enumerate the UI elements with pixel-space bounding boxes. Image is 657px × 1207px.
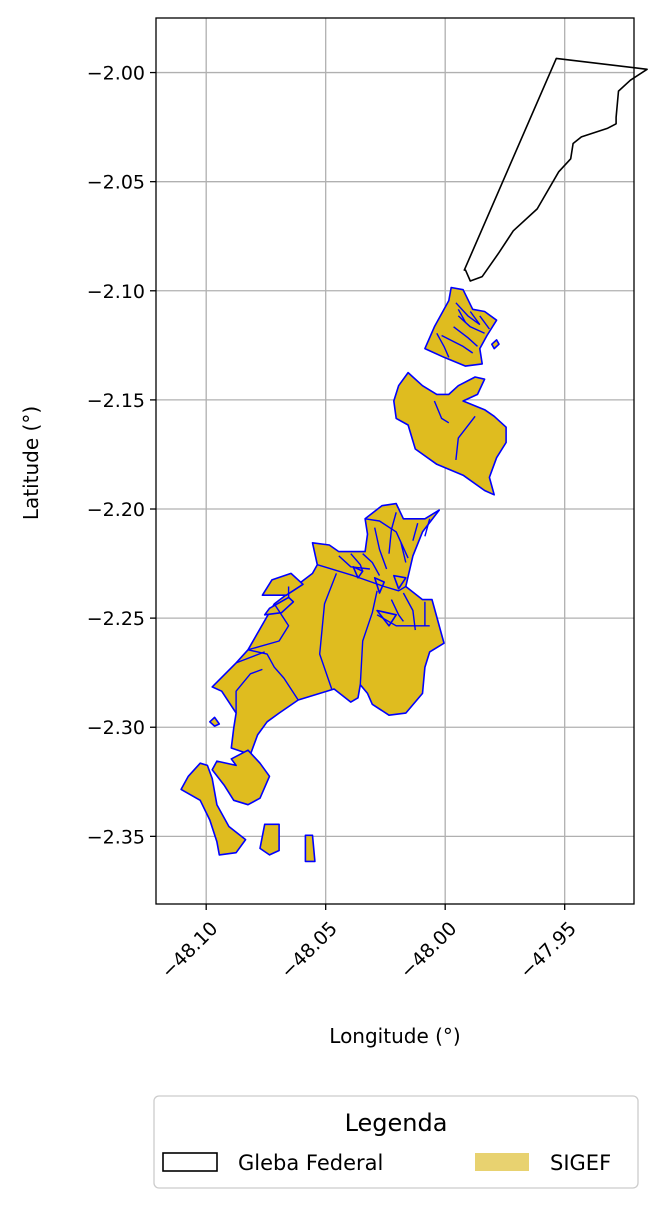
- legend-title: Legenda: [345, 1109, 448, 1137]
- sigef-boundary-29: [247, 603, 290, 651]
- sigef-boundary-2: [441, 334, 474, 354]
- sigef-boundary-27: [247, 649, 299, 701]
- y-tick-label-3: −2.15: [87, 390, 145, 412]
- sigef-parcel-0: [424, 286, 498, 367]
- sigef-boundary-15: [412, 523, 419, 541]
- sigef-parcel-5: [263, 596, 295, 616]
- y-tick-label-0: −2.00: [87, 63, 145, 85]
- y-tick-label-7: −2.35: [87, 826, 145, 848]
- sigef-parcel-2: [392, 371, 507, 496]
- y-tick-label-2: −2.10: [87, 281, 145, 303]
- sigef-boundary-24: [376, 614, 430, 627]
- sigef-boundary-8: [433, 400, 450, 424]
- legend-entry-gleba-federal: Gleba Federal: [238, 1151, 383, 1175]
- axes-frame: [155, 17, 635, 905]
- sigef-parcel-13: [352, 565, 364, 579]
- legend-entry-sigef: SIGEF: [550, 1151, 611, 1175]
- gleba-federal-outline-0: [463, 57, 648, 282]
- sigef-boundary-21: [359, 590, 378, 685]
- sigef-boundary-19: [338, 555, 370, 570]
- sigef-boundary-14: [400, 542, 407, 563]
- sigef-parcel-11: [392, 574, 407, 590]
- sigef-boundary-3: [455, 302, 481, 326]
- legend-swatch-sigef: [475, 1153, 529, 1171]
- sigef-boundary-7: [479, 315, 490, 330]
- sigef-boundary-9: [455, 415, 476, 460]
- sigef-boundary-17: [388, 512, 397, 554]
- sigef-boundary-18: [317, 564, 407, 592]
- sigef-boundary-5: [457, 308, 467, 323]
- sigef-boundary-23: [390, 599, 404, 622]
- sigef-parcel-9: [259, 823, 280, 856]
- sigef-parcel-7: [211, 749, 271, 806]
- sigef-parcel-4: [261, 572, 304, 597]
- sigef-boundary-12: [362, 553, 381, 576]
- sigef-boundary-22: [402, 592, 416, 631]
- sigef-boundary-4: [436, 332, 450, 358]
- legend: Legenda Gleba Federal SIGEF: [153, 1095, 639, 1189]
- sigef-boundary-1: [453, 326, 478, 347]
- y-tick-label-4: −2.20: [87, 499, 145, 521]
- x-axis-label: Longitude (°): [329, 1024, 460, 1048]
- sigef-boundary-20: [319, 573, 338, 690]
- legend-swatch-gleba-federal: [162, 1152, 218, 1172]
- sigef-parcel-8: [180, 762, 247, 856]
- sigef-parcel-10: [304, 834, 316, 863]
- sigef-parcel-6: [209, 716, 221, 727]
- sigef-boundary-26: [235, 651, 265, 664]
- y-tick-label-5: −2.25: [87, 608, 145, 630]
- y-tick-label-1: −2.05: [87, 172, 145, 194]
- y-tick-label-6: −2.30: [87, 717, 145, 739]
- sigef-boundary-11: [374, 527, 388, 570]
- sigef-boundary-6: [469, 311, 481, 326]
- sigef-boundary-0: [457, 315, 485, 334]
- sigef-boundary-13: [350, 553, 364, 572]
- sigef-boundary-28: [235, 668, 263, 714]
- y-axis-label: Latitude (°): [19, 406, 43, 520]
- sigef-parcel-1: [490, 339, 500, 350]
- sigef-boundary-16: [424, 518, 431, 537]
- map-data: [180, 57, 648, 863]
